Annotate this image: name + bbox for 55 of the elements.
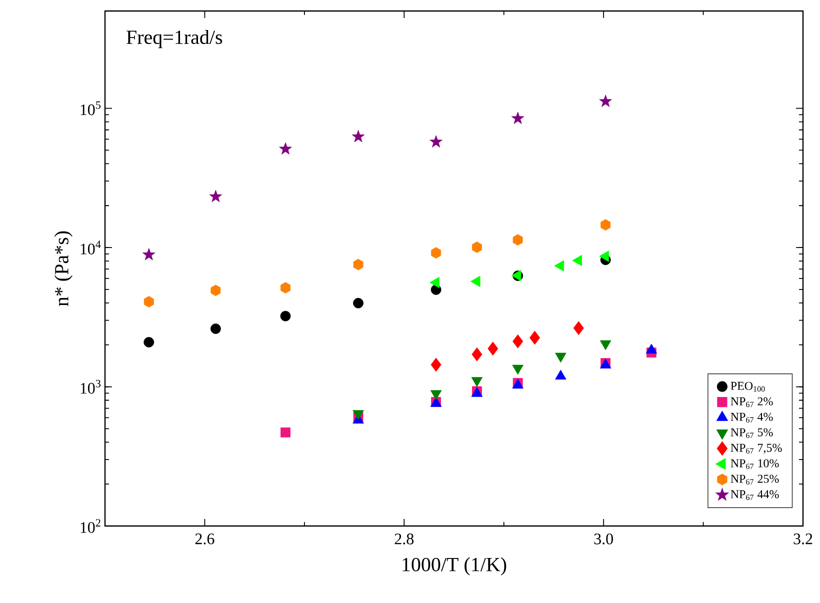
legend-label: NP$_{67}$ 4%	[730, 412, 773, 423]
point	[210, 284, 221, 296]
x-axis-title: 1000/T (1/K)	[402, 557, 506, 576]
point	[431, 247, 442, 259]
point	[280, 282, 290, 294]
point	[472, 242, 482, 253]
point	[599, 250, 609, 262]
point	[144, 336, 154, 348]
point	[488, 342, 498, 356]
y-tick-label: 10$^{2}$	[80, 519, 100, 533]
point	[471, 377, 483, 387]
legend-label: NP$_{67}$ 7,5%	[730, 444, 782, 454]
point	[353, 258, 364, 270]
point	[512, 334, 524, 348]
point	[142, 248, 156, 260]
y-axis-title: n* (Pa*s)	[54, 231, 72, 306]
x-tick-label: 2.6	[195, 534, 214, 544]
point	[572, 254, 582, 266]
legend-label: NP$_{67}$ 25%	[730, 474, 779, 485]
point	[512, 364, 524, 375]
annotation: Freq=1rad/s	[126, 30, 222, 48]
point	[470, 276, 480, 288]
point	[279, 142, 292, 154]
legend-label: PEO$_{100}$	[730, 382, 765, 392]
legend-label: NP$_{67}$ 44%	[730, 490, 779, 500]
y-tick-label: 10$^{3}$	[80, 380, 101, 394]
y-tick-label: 10$^{5}$	[80, 101, 101, 116]
point	[600, 340, 612, 350]
point	[472, 347, 482, 362]
point	[430, 276, 440, 288]
point	[430, 390, 442, 400]
point	[573, 321, 584, 336]
point	[530, 330, 540, 345]
x-tick-label: 2.8	[394, 534, 414, 544]
legend-label: NP$_{67}$ 5%	[730, 428, 773, 438]
point	[554, 260, 564, 272]
point	[209, 190, 222, 202]
point	[280, 310, 291, 322]
point	[511, 112, 524, 124]
point	[430, 135, 442, 148]
y-tick-label: 10$^{4}$	[80, 240, 101, 254]
legend-label: NP$_{67}$ 10%	[730, 459, 779, 470]
x-tick-label: 3.2	[794, 534, 812, 544]
point	[210, 324, 221, 334]
point	[512, 234, 523, 246]
point	[430, 358, 442, 372]
point	[280, 427, 290, 438]
point	[352, 130, 365, 142]
x-tick-label: 3.0	[594, 534, 613, 544]
legend-label: NP$_{67}$ 2%	[730, 397, 773, 408]
point	[144, 296, 154, 308]
point	[600, 219, 611, 231]
point	[555, 352, 566, 363]
point	[353, 298, 364, 308]
point	[599, 94, 612, 107]
